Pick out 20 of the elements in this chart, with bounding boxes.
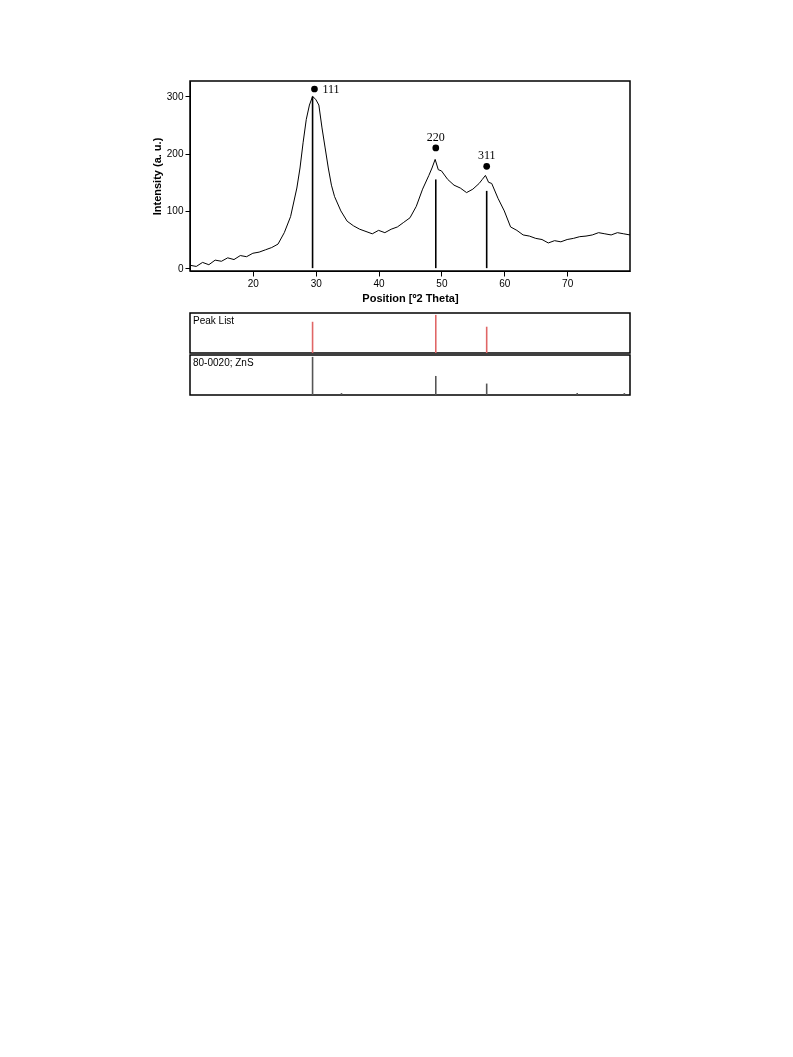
x-tick-label: 40 <box>373 277 386 289</box>
annotation: 111 <box>322 82 340 97</box>
y-tick-label: 100 <box>166 205 184 217</box>
y-axis-title: Intensity (a. u.) <box>150 137 163 216</box>
point <box>311 85 318 93</box>
x-tick-label: 30 <box>310 277 323 289</box>
annotation: 220 <box>426 129 445 144</box>
y-tick-label: 0 <box>177 262 184 274</box>
point <box>432 144 440 152</box>
chart-title: Peak List <box>193 315 235 326</box>
point <box>483 162 491 170</box>
x-tick-label: 20 <box>247 277 260 289</box>
x-tick-label: 50 <box>436 277 448 289</box>
annotation: 311 <box>477 148 496 163</box>
x-axis-title: Position [º2 Theta] <box>362 291 459 304</box>
y-tick-label: 200 <box>166 148 184 160</box>
chart-title: 80-0020; ZnS <box>193 357 254 368</box>
x-tick-label: 70 <box>562 277 574 289</box>
x-tick-label: 60 <box>499 277 511 289</box>
y-tick-label: 300 <box>166 90 184 102</box>
